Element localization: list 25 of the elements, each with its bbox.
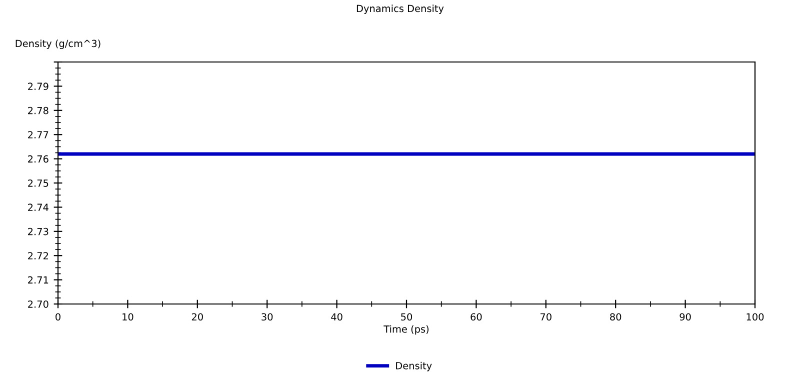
x-tick-label: 60 bbox=[470, 313, 482, 321]
x-tick-label: 20 bbox=[192, 313, 203, 321]
x-tick-label: 70 bbox=[540, 313, 552, 321]
x-tick-label: 90 bbox=[680, 313, 691, 321]
y-tick-label: 2.75 bbox=[28, 179, 48, 187]
x-tick-label: 10 bbox=[122, 313, 134, 321]
y-tick-label: 2.73 bbox=[28, 228, 48, 236]
x-axis-title: Time (ps) bbox=[384, 325, 429, 335]
y-tick-label: 2.78 bbox=[28, 106, 48, 114]
y-tick-label: 2.76 bbox=[28, 155, 48, 163]
x-tick-label: 80 bbox=[610, 313, 622, 321]
chart-title: Dynamics Density bbox=[356, 4, 444, 14]
y-tick-label: 2.71 bbox=[28, 276, 48, 284]
x-tick-label: 40 bbox=[331, 313, 342, 321]
y-tick-label: 2.70 bbox=[28, 300, 48, 308]
x-tick-label: 50 bbox=[401, 313, 412, 321]
y-tick-label: 2.79 bbox=[28, 82, 48, 90]
legend-label: Density bbox=[396, 362, 432, 372]
y-axis-title: Density (g/cm^3) bbox=[16, 40, 100, 50]
y-tick-label: 2.74 bbox=[28, 204, 48, 211]
y-tick-label: 2.72 bbox=[28, 252, 48, 260]
x-tick-label: 100 bbox=[746, 313, 764, 321]
x-tick-label: 0 bbox=[56, 313, 60, 321]
y-tick-label: 2.77 bbox=[28, 131, 48, 138]
x-tick-label: 30 bbox=[262, 313, 273, 321]
